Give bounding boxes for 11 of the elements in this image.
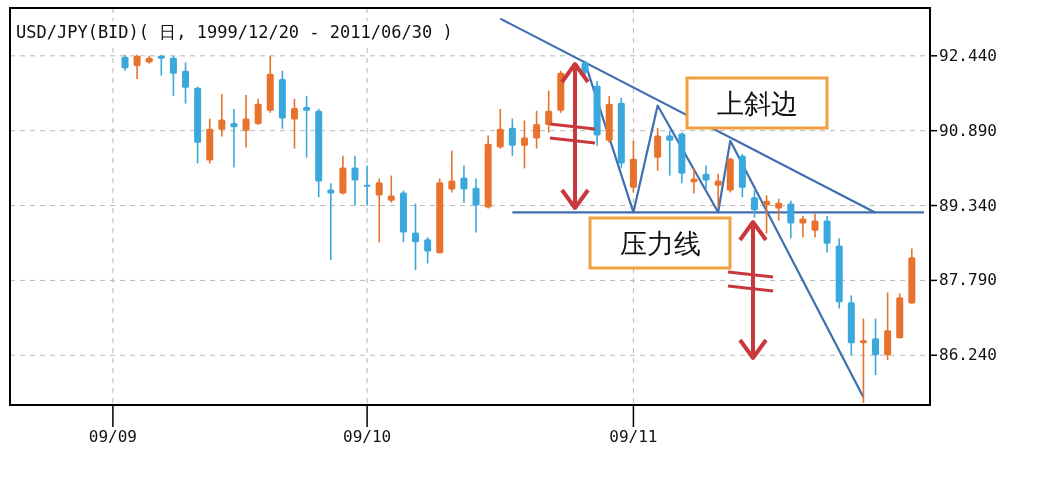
y-tick-label: 92.440: [939, 45, 997, 65]
x-tick-label: 09/09: [88, 427, 137, 446]
y-tick-label: 90.890: [939, 120, 997, 140]
y-tick-label: 87.790: [939, 270, 997, 290]
x-tick-label: 09/11: [609, 427, 658, 446]
text: USD/JPY(BID)( 日, 1999/12/20 - 2011/06/30 ): [16, 22, 453, 42]
y-tick-label: 86.240: [939, 345, 997, 365]
x-tick-label: 09/10: [343, 427, 392, 446]
annotation: 压力线: [619, 228, 701, 259]
y-tick-label: 89.340: [939, 195, 997, 215]
annotation: 上斜边: [716, 88, 798, 119]
